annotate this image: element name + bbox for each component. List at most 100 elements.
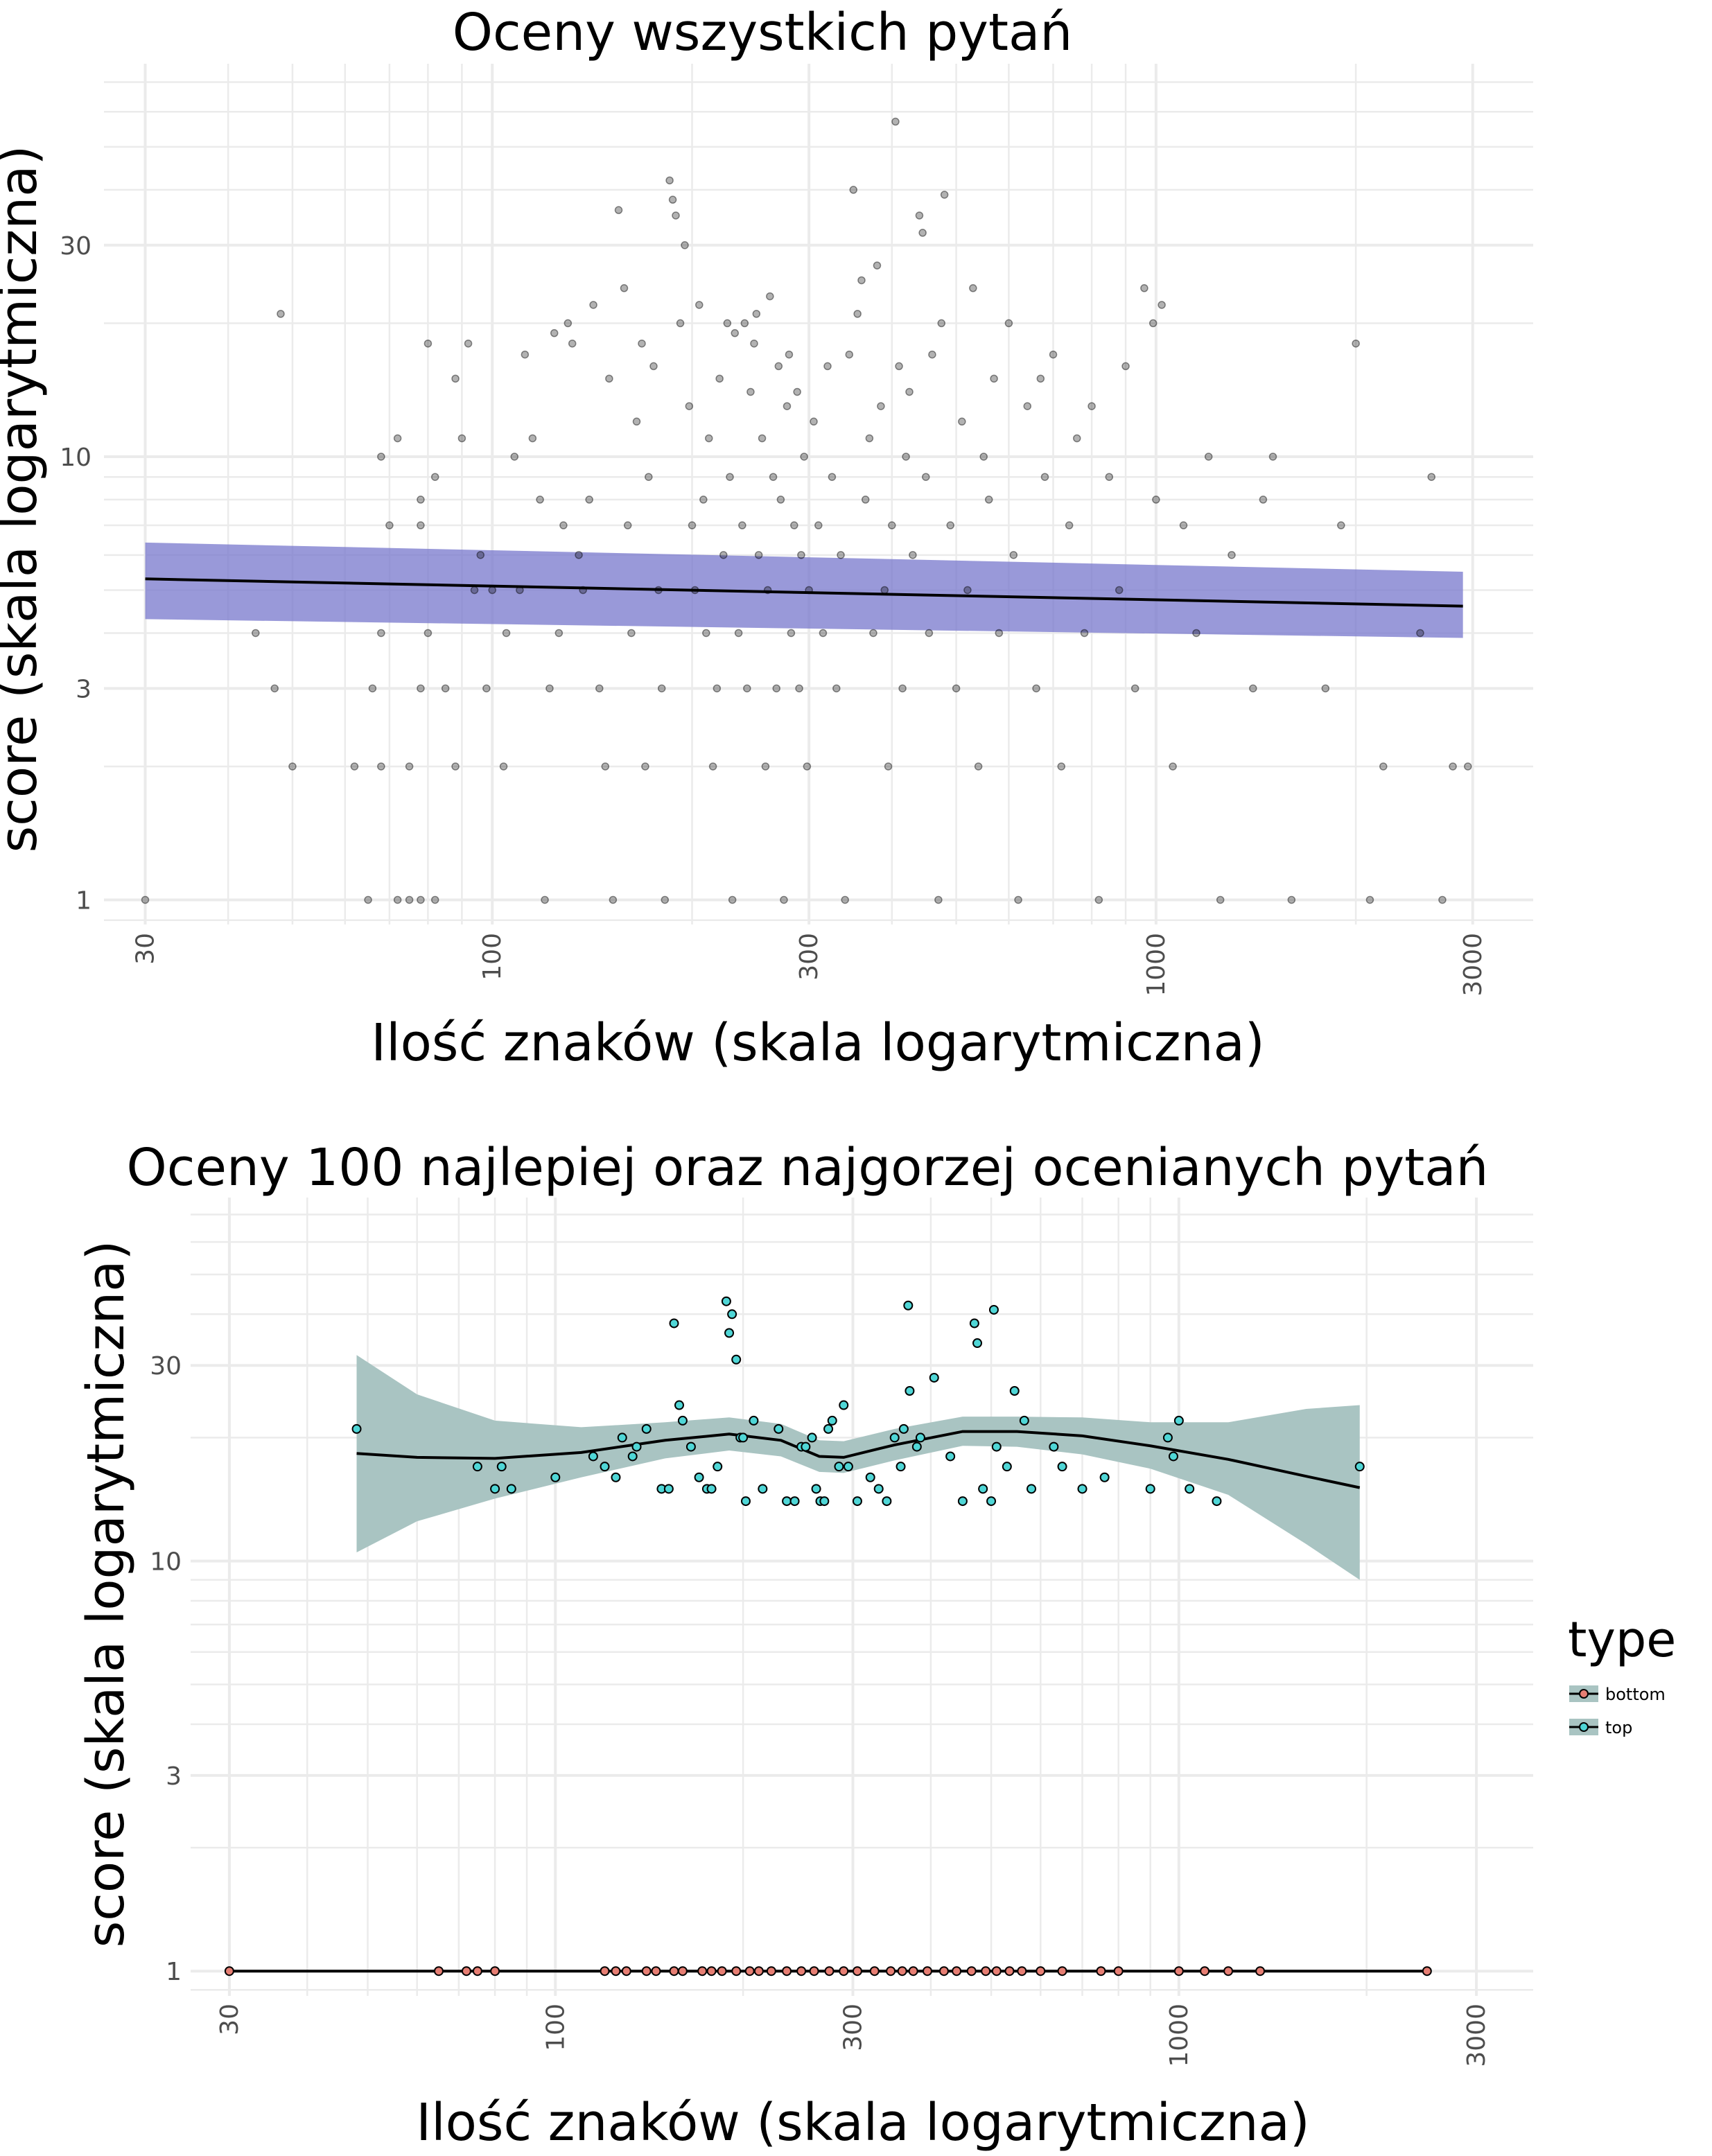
data-point — [1179, 521, 1188, 529]
data-point — [1438, 895, 1447, 904]
data-point — [853, 310, 862, 318]
data-point — [713, 684, 722, 693]
data-point — [963, 586, 972, 595]
data-point — [657, 684, 666, 693]
data-point-top — [713, 1462, 723, 1472]
data-point-top — [945, 1451, 956, 1462]
data-point — [288, 762, 297, 771]
data-point-bottom — [869, 1966, 880, 1977]
data-point — [605, 374, 613, 383]
data-point — [545, 684, 554, 693]
data-point-bottom — [621, 1966, 631, 1977]
data-point-top — [663, 1484, 674, 1494]
data-point — [702, 629, 710, 638]
data-point — [665, 176, 674, 185]
data-point — [1065, 521, 1074, 529]
data-point — [1352, 339, 1360, 348]
data-point — [699, 496, 708, 504]
data-point — [795, 684, 803, 693]
data-point — [623, 521, 632, 529]
data-point-bottom — [1200, 1966, 1210, 1977]
data-point-bottom — [611, 1966, 621, 1977]
data-point — [536, 496, 544, 504]
data-point-bottom — [433, 1966, 444, 1977]
data-point — [575, 551, 583, 559]
data-point — [865, 434, 874, 443]
data-point — [800, 453, 808, 461]
data-point-bottom — [1004, 1966, 1015, 1977]
chart-title: Oceny wszystkich pytań — [453, 3, 1073, 62]
data-point — [1115, 586, 1124, 595]
data-point — [738, 521, 746, 529]
confidence-band — [145, 542, 1463, 638]
data-point — [877, 402, 885, 410]
data-point-bottom — [490, 1966, 500, 1977]
trend-line — [356, 1430, 1361, 1489]
y-tick-labels: 1 3 10 30 — [150, 1352, 182, 1986]
data-point-bottom — [651, 1966, 661, 1977]
data-point-top — [1145, 1484, 1155, 1494]
data-point-bottom — [744, 1966, 755, 1977]
data-point — [614, 206, 623, 214]
data-point-bottom — [809, 1966, 819, 1977]
data-point — [417, 521, 425, 529]
x-tick-labels: 30 100 300 1000 3000 — [132, 933, 1487, 997]
data-point — [672, 211, 680, 220]
data-point-top — [898, 1423, 909, 1434]
y-tick-label: 30 — [150, 1352, 182, 1381]
data-point-bottom — [677, 1966, 688, 1977]
data-point — [252, 629, 260, 638]
data-point-bottom — [782, 1966, 792, 1977]
data-point-top — [600, 1462, 610, 1472]
data-point — [814, 521, 823, 529]
data-point — [746, 387, 755, 396]
data-point — [708, 762, 717, 771]
chart-panel-all-questions: Oceny wszystkich pytań 30 100 300 1000 3000 … — [0, 3, 1533, 1073]
trend-lines — [145, 577, 1463, 608]
data-point — [488, 586, 496, 595]
data-point-bottom — [600, 1966, 610, 1977]
data-point — [1023, 402, 1032, 410]
data-point-top — [827, 1415, 837, 1426]
data-point — [1105, 473, 1114, 481]
data-point-top — [731, 1354, 742, 1365]
data-point — [1148, 319, 1158, 328]
data-point — [476, 551, 485, 559]
data-point — [430, 473, 439, 481]
data-point — [627, 629, 636, 638]
data-point — [502, 629, 511, 638]
data-point-top — [1019, 1415, 1029, 1426]
data-point-top — [685, 1441, 696, 1452]
data-point — [270, 684, 279, 693]
data-point-top — [1049, 1441, 1059, 1452]
data-point-top — [1009, 1385, 1020, 1396]
data-point — [857, 276, 866, 285]
data-point-bottom — [852, 1966, 862, 1977]
data-point — [661, 895, 670, 904]
data-point — [969, 284, 977, 292]
data-point — [772, 684, 780, 693]
data-point — [1088, 402, 1096, 410]
data-point-top — [811, 1484, 821, 1494]
data-point — [1287, 895, 1296, 904]
data-point — [719, 551, 728, 559]
x-tick-label: 300 — [795, 933, 823, 981]
data-point — [785, 350, 794, 359]
data-point — [1158, 301, 1166, 309]
data-point-bottom — [224, 1966, 234, 1977]
data-point-top — [1027, 1484, 1037, 1494]
data-point — [928, 350, 936, 359]
data-point — [934, 895, 943, 904]
y-axis-label: score (skala logarytmiczna) — [76, 1241, 136, 1948]
data-point — [979, 453, 988, 461]
data-point-bottom — [1096, 1966, 1106, 1977]
data-point — [918, 229, 927, 237]
data-point — [417, 895, 425, 904]
x-tick-label: 100 — [541, 2004, 570, 2051]
data-point — [984, 496, 993, 504]
grid — [191, 1198, 1533, 1996]
data-point — [715, 374, 724, 383]
data-point-top — [727, 1309, 737, 1320]
data-point — [377, 629, 385, 638]
